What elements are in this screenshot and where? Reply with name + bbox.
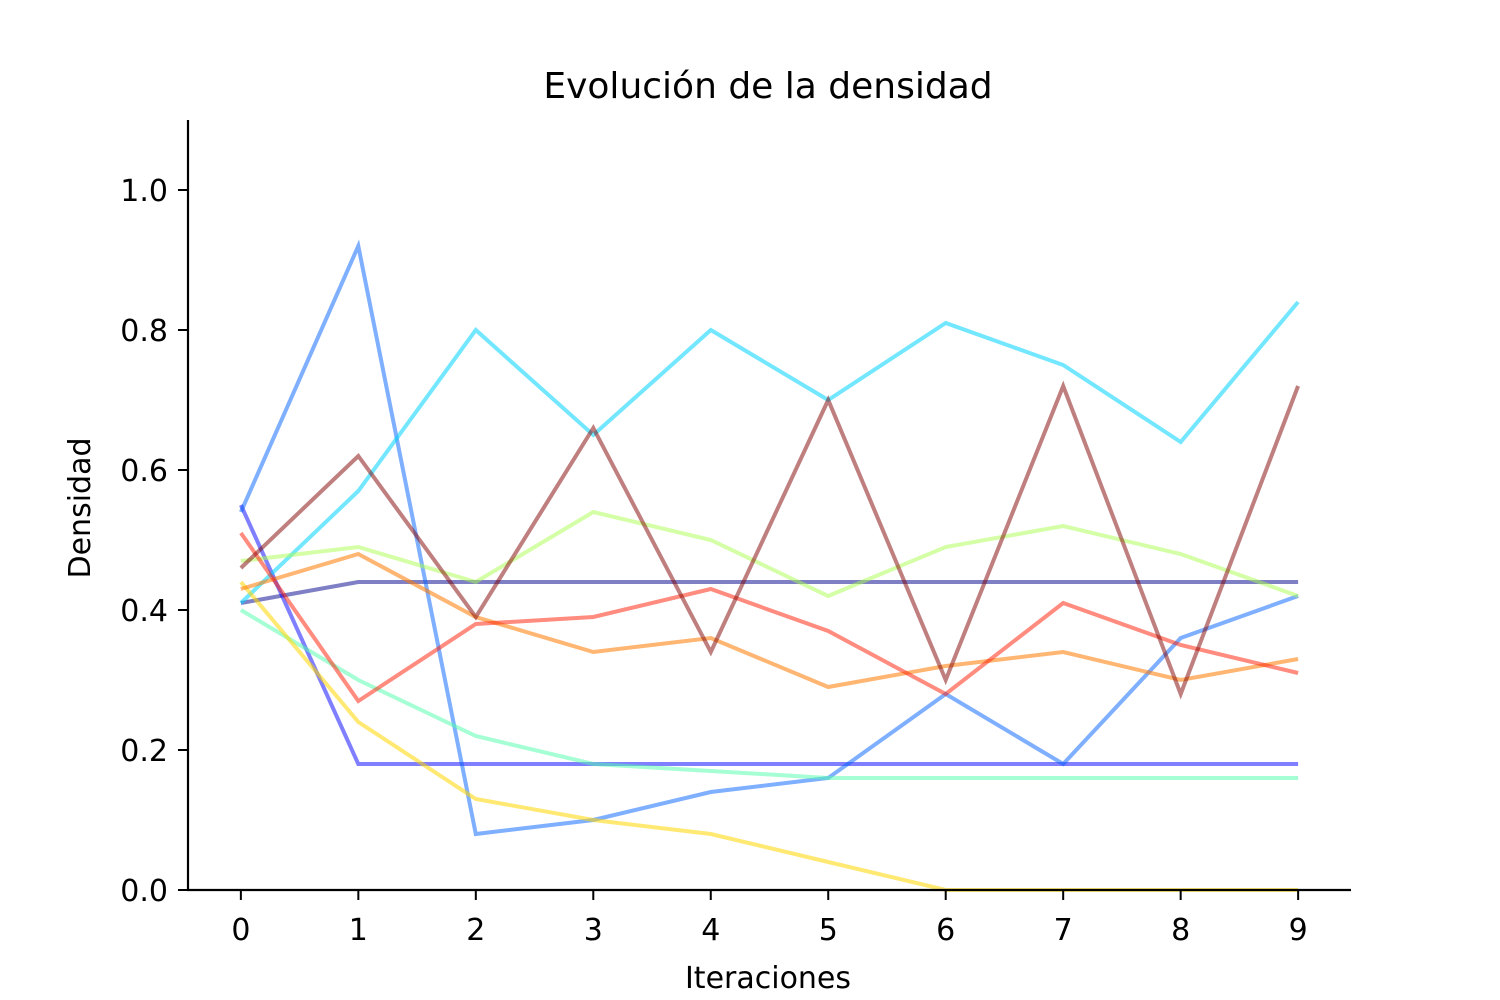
series-line-8 xyxy=(240,551,1299,690)
x-tick-label: 8 xyxy=(1171,913,1190,948)
y-tick-label: 0.8 xyxy=(120,314,168,349)
x-axis-label: Iteraciones xyxy=(685,961,851,996)
y-tick-label: 0.4 xyxy=(120,594,168,629)
x-tick-label: 5 xyxy=(819,913,838,948)
series-line-3 xyxy=(239,239,1299,837)
y-tick-label: 1.0 xyxy=(120,174,168,209)
series-line-1 xyxy=(240,580,1299,605)
y-tick-label: 0.2 xyxy=(120,734,168,769)
series-line-2 xyxy=(239,504,1299,766)
x-tick-label: 6 xyxy=(936,913,955,948)
series-line-5 xyxy=(239,608,1299,780)
x-axis-ticks: 0 1 2 3 4 5 6 7 8 9 xyxy=(231,890,1308,948)
series-line-10 xyxy=(239,380,1300,700)
series-group xyxy=(239,239,1300,892)
y-axis-label: Densidad xyxy=(63,437,98,578)
y-tick-label: 0.6 xyxy=(120,454,168,489)
series-line-4 xyxy=(239,300,1300,605)
y-axis-ticks: 0.0 0.2 0.4 0.6 0.8 1.0 xyxy=(120,174,188,909)
x-tick-label: 3 xyxy=(584,913,603,948)
x-tick-label: 9 xyxy=(1289,913,1308,948)
x-tick-label: 1 xyxy=(349,913,368,948)
series-line-9 xyxy=(239,531,1299,704)
y-tick-label: 0.0 xyxy=(120,874,168,909)
x-tick-label: 0 xyxy=(231,913,250,948)
x-tick-label: 4 xyxy=(701,913,720,948)
x-tick-label: 2 xyxy=(466,913,485,948)
chart-title: Evolución de la densidad xyxy=(543,66,992,107)
x-tick-label: 7 xyxy=(1054,913,1073,948)
